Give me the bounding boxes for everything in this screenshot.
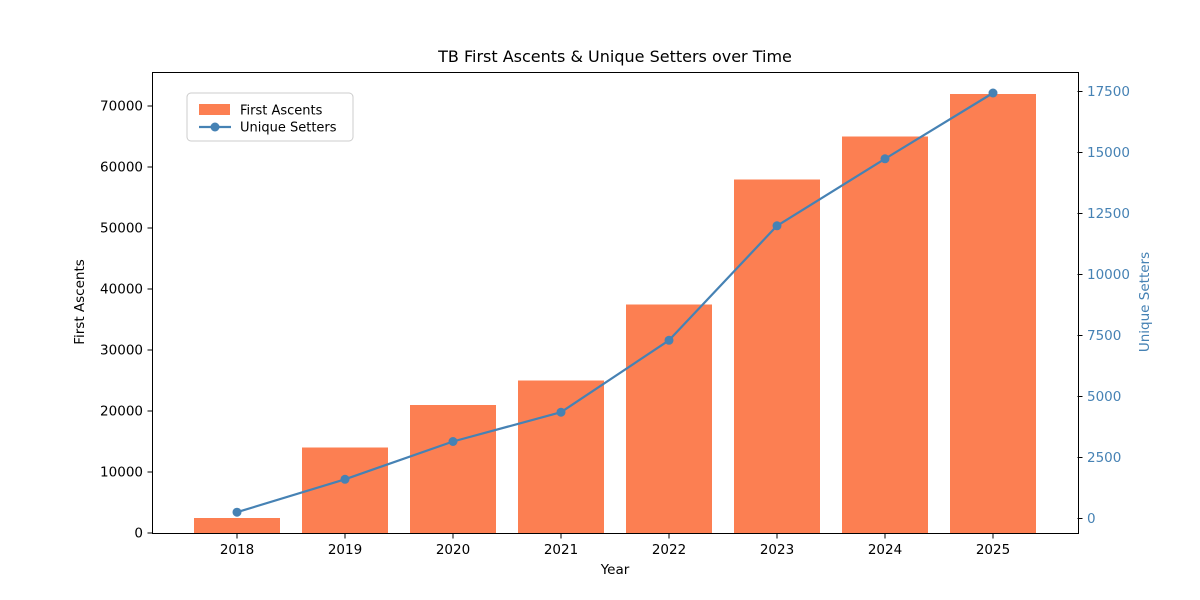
x-tick-label-2019: 2019 (328, 542, 362, 558)
left-y-tick-label: 10000 (100, 465, 143, 481)
line-marker-2021 (556, 407, 566, 417)
x-axis-label: Year (600, 562, 630, 578)
chart-title: TB First Ascents & Unique Setters over T… (437, 47, 792, 66)
bar-2019 (302, 447, 388, 533)
left-y-tick-label: 70000 (100, 99, 143, 115)
line-marker-2024 (880, 154, 890, 164)
x-tick-label-2018: 2018 (220, 542, 254, 558)
left-y-tick-label: 30000 (100, 343, 143, 359)
line-series (232, 88, 998, 517)
bar-2023 (734, 179, 820, 534)
x-tick-label-2021: 2021 (544, 542, 578, 558)
legend-label-first-ascents: First Ascents (240, 104, 323, 119)
right-y-tick-label: 7500 (1087, 328, 1121, 344)
legend-swatch-first-ascents (199, 104, 230, 115)
right-y-tick-label: 15000 (1087, 145, 1130, 161)
x-tick-label-2020: 2020 (436, 542, 470, 558)
legend-marker-unique-setters (210, 122, 220, 132)
right-y-axis-ticks: 0 2500 5000 7500 10000 12500 15000 17500 (1077, 84, 1130, 527)
x-axis-ticks: 2018 2019 2020 2021 2022 2023 2024 2025 (220, 533, 1010, 558)
left-y-axis-ticks: 0 10000 20000 30000 40000 50000 60000 70000 (100, 99, 153, 542)
left-y-tick-label: 40000 (100, 282, 143, 298)
line-marker-2018 (232, 507, 242, 517)
right-y-tick-label: 17500 (1087, 84, 1130, 100)
line-path (235, 91, 995, 514)
line-marker-2025 (988, 88, 998, 98)
bar-2018 (194, 517, 280, 533)
bar-2024 (842, 136, 928, 533)
bar-2021 (518, 380, 604, 533)
left-y-tick-label: 20000 (100, 404, 143, 420)
legend: First Ascents Unique Setters (186, 92, 354, 142)
right-y-axis-label: Unique Setters (1137, 252, 1153, 352)
left-y-tick-label: 50000 (100, 221, 143, 237)
plot-area-border (152, 72, 1079, 534)
bar-series (194, 94, 1036, 534)
right-y-tick-label: 5000 (1087, 389, 1121, 405)
x-tick-label-2024: 2024 (868, 542, 902, 558)
right-y-tick-label: 0 (1087, 511, 1096, 527)
left-y-tick-label: 0 (134, 526, 143, 542)
legend-label-unique-setters: Unique Setters (240, 121, 337, 136)
left-y-tick-label: 60000 (100, 160, 143, 176)
x-tick-label-2023: 2023 (760, 542, 794, 558)
right-y-tick-label: 2500 (1087, 450, 1121, 466)
line-marker-2020 (448, 437, 458, 446)
bar-2025 (950, 94, 1036, 533)
left-y-axis-label: First Ascents (72, 259, 88, 345)
line-marker-2023 (772, 221, 782, 231)
x-tick-label-2025: 2025 (976, 542, 1010, 558)
bar-2020 (410, 404, 496, 533)
right-y-tick-label: 10000 (1087, 267, 1130, 283)
plot-spines (152, 72, 1079, 534)
x-tick-label-2022: 2022 (652, 542, 686, 558)
line-marker-2022 (664, 335, 674, 345)
line-marker-2019 (340, 474, 350, 484)
right-y-tick-label: 12500 (1087, 206, 1130, 222)
